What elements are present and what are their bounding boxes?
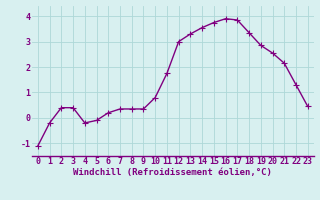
X-axis label: Windchill (Refroidissement éolien,°C): Windchill (Refroidissement éolien,°C)	[73, 168, 272, 177]
